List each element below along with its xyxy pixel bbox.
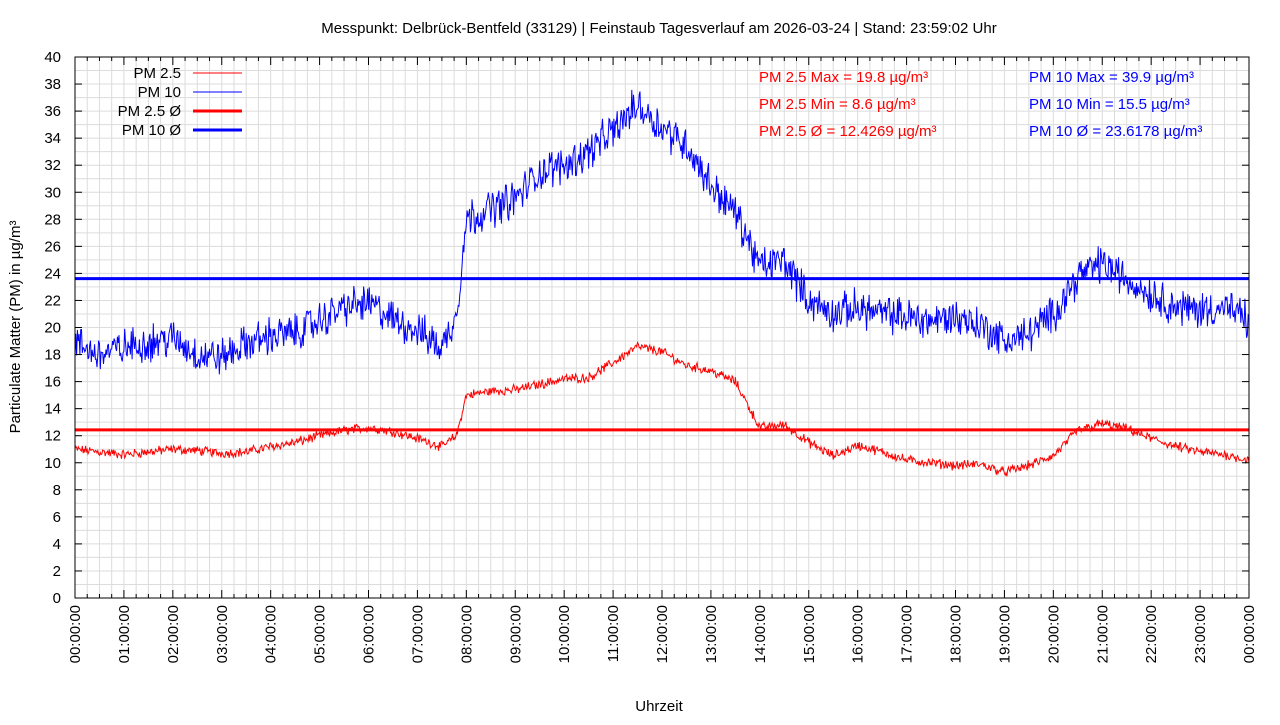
- y-tick-label: 14: [44, 401, 61, 418]
- stats-annotations: PM 2.5 Max = 19.8 µg/m³ PM 2.5 Min = 8.6 …: [759, 69, 1202, 140]
- x-tick-label: 19:00:00: [996, 605, 1013, 663]
- y-tick-label: 12: [44, 428, 61, 445]
- series-line-pm25: [74, 341, 1250, 477]
- stat-label: PM 2.5 Ø = 12.4269 µg/m³: [759, 123, 936, 140]
- legend-label: PM 2.5 Ø: [118, 103, 182, 120]
- legend-label: PM 10: [138, 84, 181, 101]
- stat-label: PM 2.5 Max = 19.8 µg/m³: [759, 69, 928, 86]
- y-tick-label: 32: [44, 157, 61, 174]
- y-tick-label: 24: [44, 265, 61, 282]
- legend-label: PM 2.5: [133, 65, 181, 82]
- x-tick-label: 10:00:00: [556, 605, 573, 663]
- y-tick-label: 2: [53, 563, 61, 580]
- y-tick-label: 40: [44, 49, 61, 66]
- x-tick-label: 22:00:00: [1143, 605, 1160, 663]
- x-tick-label: 20:00:00: [1045, 605, 1062, 663]
- y-tick-label: 38: [44, 76, 61, 93]
- y-tick-label: 4: [53, 536, 61, 553]
- y-tick-label: 30: [44, 184, 61, 201]
- legend: PM 2.5 PM 10 PM 2.5 Ø PM 10 Ø: [118, 65, 242, 139]
- x-tick-label: 07:00:00: [409, 605, 426, 663]
- x-tick-label: 13:00:00: [703, 605, 720, 663]
- x-tick-label: 14:00:00: [752, 605, 769, 663]
- y-tick-label: 0: [53, 590, 61, 607]
- x-tick-label: 18:00:00: [948, 605, 965, 663]
- x-tick-label: 11:00:00: [605, 605, 622, 662]
- x-tick-label: 00:00:00: [1241, 605, 1258, 663]
- stat-label: PM 10 Ø = 23.6178 µg/m³: [1029, 123, 1202, 140]
- y-tick-label: 16: [44, 374, 61, 391]
- x-tick-label: 16:00:00: [850, 605, 867, 663]
- x-tick-label: 08:00:00: [458, 605, 475, 663]
- y-tick-label: 10: [44, 455, 61, 472]
- y-tick-label: 18: [44, 347, 61, 364]
- stat-label: PM 10 Max = 39.9 µg/m³: [1029, 69, 1194, 86]
- y-tick-label: 34: [44, 130, 61, 147]
- x-tick-label: 15:00:00: [801, 605, 818, 663]
- chart-title: Messpunkt: Delbrück-Bentfeld (33129) | F…: [321, 20, 996, 37]
- y-tick-label: 36: [44, 103, 61, 120]
- series-line-pm10: [74, 89, 1250, 375]
- y-tick-label: 8: [53, 482, 61, 499]
- x-tick-label: 09:00:00: [507, 605, 524, 663]
- x-tick-label: 01:00:00: [116, 605, 133, 663]
- x-tick-label: 17:00:00: [899, 605, 916, 663]
- y-tick-label: 22: [44, 292, 61, 309]
- stat-label: PM 2.5 Min = 8.6 µg/m³: [759, 96, 916, 113]
- x-tick-label: 12:00:00: [654, 605, 671, 663]
- y-tick-label: 28: [44, 211, 61, 228]
- legend-label: PM 10 Ø: [122, 122, 182, 139]
- x-axis-label: Uhrzeit: [635, 698, 683, 715]
- y-tick-label: 6: [53, 509, 61, 526]
- x-tick-label: 02:00:00: [165, 605, 182, 663]
- x-tick-label: 00:00:00: [67, 605, 84, 663]
- stat-label: PM 10 Min = 15.5 µg/m³: [1029, 96, 1190, 113]
- x-tick-label: 04:00:00: [263, 605, 280, 663]
- x-tick-label: 03:00:00: [214, 605, 231, 663]
- x-tick-label: 23:00:00: [1192, 605, 1209, 663]
- y-axis-label: Particulate Matter (PM) in µg/m³: [7, 221, 24, 434]
- x-tick-label: 21:00:00: [1094, 605, 1111, 663]
- y-tick-label: 20: [44, 320, 61, 337]
- x-tick-label: 05:00:00: [312, 605, 329, 663]
- y-tick-label: 26: [44, 238, 61, 255]
- x-tick-label: 06:00:00: [361, 605, 378, 663]
